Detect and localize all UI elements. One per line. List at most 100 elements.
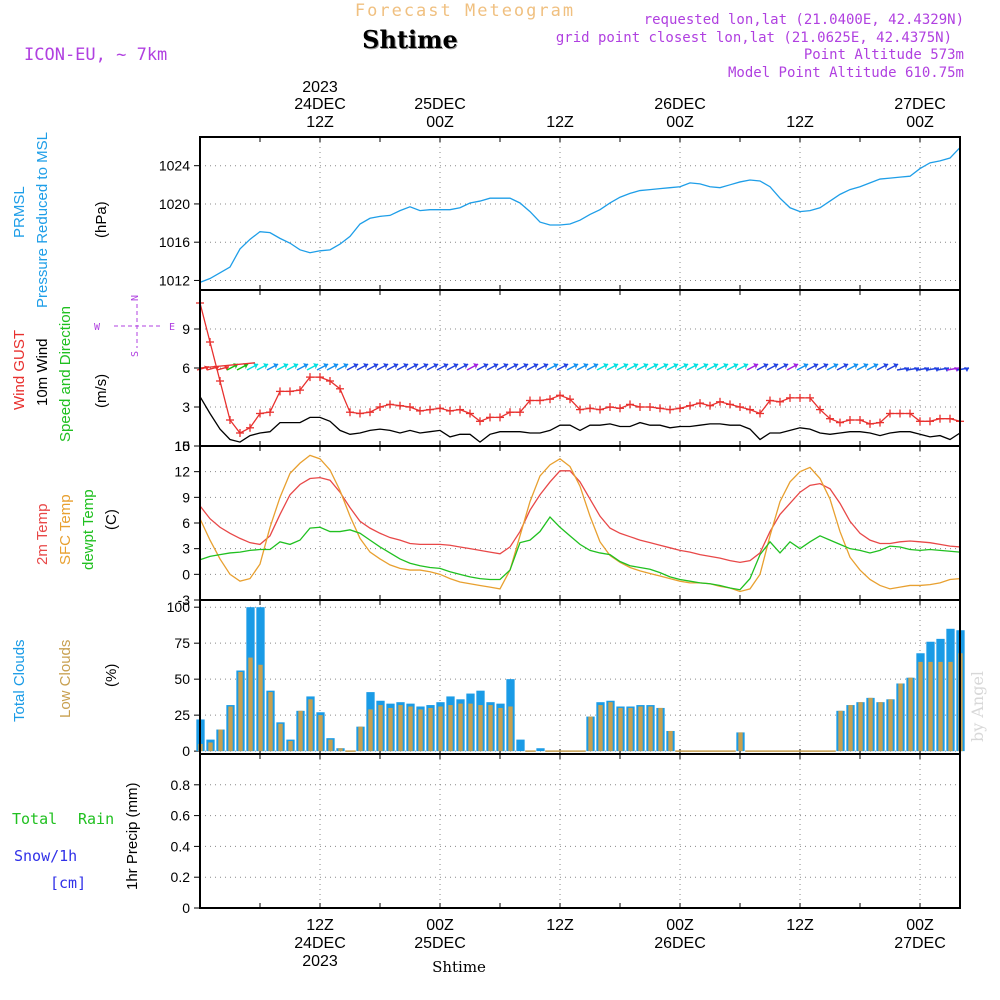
wind-arrow-head [423,363,429,369]
top-date-label: 25DEC [414,96,466,113]
wind-arrow-head [623,363,629,369]
wind-arrow-head [954,367,959,372]
grid-point-coords: grid point closest lon,lat (21.0625E, 42… [556,30,952,46]
wind-arrow-head [723,363,729,369]
low-cloud-bar [508,706,513,752]
wind-arrow-head [743,363,749,369]
wind-arrow-head [793,363,799,369]
precip-labels: Total Rain Snow/1h [cm] 1hr Precip (mm) [12,782,141,892]
wind-line [199,396,961,443]
low-cloud-bar [628,707,633,752]
y-tick-label: 9 [182,321,190,337]
prmsl-long-label: Pressure Reduced to MSL [34,132,51,308]
y-tick-label: 0.4 [171,838,191,854]
wind-arrow-head [273,363,279,369]
low-cloud-bar [228,706,233,752]
wind-arrow-head [914,367,919,372]
wind-arrow-head [573,363,579,369]
wind-arrow-head [553,363,559,369]
wind-arrow-head [413,363,419,369]
low-cloud-bar [938,661,943,752]
low-cloud-bar [288,741,293,752]
wind-arrow-head [463,363,469,369]
low-cloud-bar [218,729,223,752]
low-cloud-bar [618,707,623,752]
wind-arrow-head [443,363,449,369]
sfc-line [199,454,961,593]
wind-arrow-head [683,363,689,369]
wind-arrow-head [493,363,499,369]
clouds-unit: (%) [103,664,120,687]
y-tick-label: 0 [182,566,190,582]
wind-arrow-head [693,363,699,369]
wind-arrow-head [503,363,509,369]
total-cloud-bar [516,739,525,752]
wind-arrow-head [523,363,529,369]
low-cloud-bar [498,707,503,752]
wind-arrow-head [373,363,379,369]
top-date-label: 27DEC [894,96,946,113]
low-cloud-bar [878,702,883,752]
low-cloud-bar [948,661,953,752]
low-cloud-bar [668,730,673,752]
rain-label: Rain [78,810,114,828]
y-tick-label: 6 [182,360,190,376]
top-hour-label: 12Z [546,114,574,131]
y-tick-label: 50 [174,671,190,687]
temp-labels: 2m Temp SFC Temp dewpt Temp (C) [34,489,120,570]
bottom-hour-label: 00Z [906,917,934,934]
wind-arrow-head [883,363,889,369]
low-cloud-bar [658,707,663,752]
low-cloud-bar [418,709,423,752]
low-cloud-bar [888,699,893,752]
wind-arrow-head [263,363,269,369]
temp-unit: (C) [103,509,120,530]
low-cloud-bar [388,707,393,752]
wind-arrow-head [433,363,439,369]
wind-arrow-head [934,367,939,372]
compass-e: E [169,322,175,333]
bottom-hour-label: 12Z [306,917,334,934]
bottom-date-label: 27DEC [894,935,946,952]
y-tick-label: 6 [182,515,190,531]
wind-arrow-head [773,363,779,369]
low-cloud-bar [608,702,613,752]
wind-arrow-head [223,365,229,371]
top-date-label: 24DEC [294,96,346,113]
y-tick-label: 3 [182,399,190,415]
low-cloud-bar [328,739,333,752]
total-cloud-bar [536,748,545,752]
wind-arrow-head [863,363,869,369]
watermark: by Angel [968,671,987,742]
top-hour-label: 12Z [306,114,334,131]
wind-arrow-head [313,363,319,369]
compass-n: N [130,295,141,301]
y-tick-label: 3 [182,541,190,557]
wind-arrow-head [533,363,539,369]
y-tick-label: 0 [182,438,190,454]
y-tick-label: 75 [174,635,190,651]
low-cloud-bar [738,732,743,752]
wind-arrow-head [363,363,369,369]
dewpt-label: dewpt Temp [80,489,97,570]
panel-precip: 0 0.2 0.4 0.6 0.8 [171,753,961,916]
temp2m-line [199,470,961,564]
wind-arrow-head [253,363,259,369]
wind-arrow-head [353,363,359,369]
bottom-hour-label: 12Z [546,917,574,934]
wind-arrow-head [633,363,639,369]
low-cloud-bar [928,661,933,752]
low-cloud-bar [898,683,903,752]
wind-arrow-head [543,363,549,369]
point-altitude: Point Altitude 573m [804,47,964,63]
wind-arrow-head [383,363,389,369]
low-cloud-bar [448,705,453,752]
y-tick-label: 0.6 [171,808,191,824]
prmsl-label: PRMSL [11,186,28,238]
wind-arrow-head [603,363,609,369]
sfc-temp-label: SFC Temp [57,494,74,565]
low-cloud-bar [468,703,473,752]
